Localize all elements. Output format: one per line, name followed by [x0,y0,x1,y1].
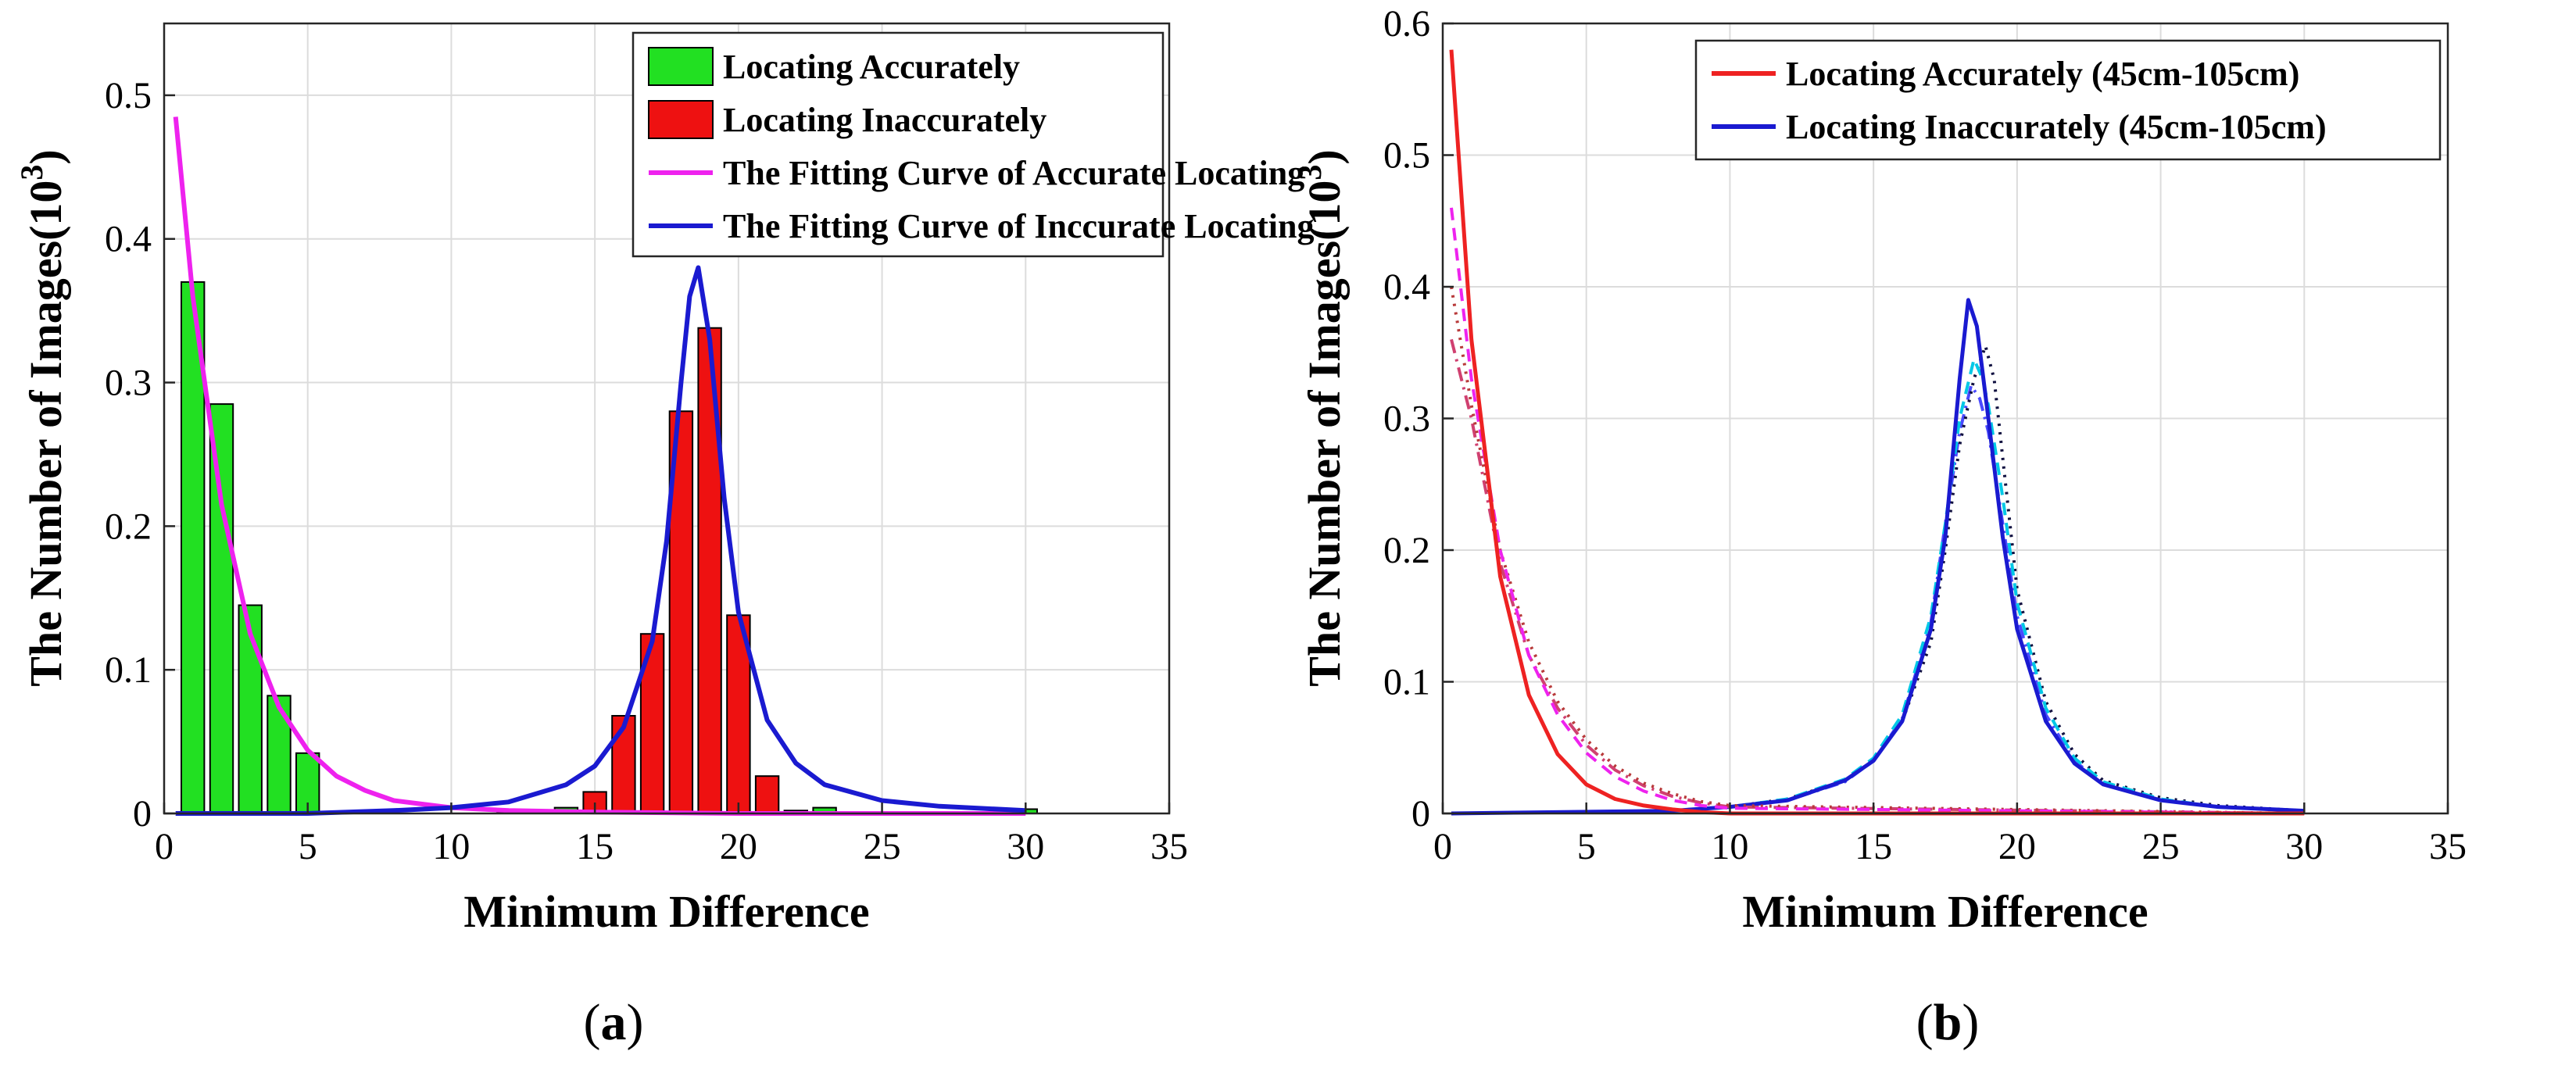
panel-a-legend-box [631,31,1165,258]
b-x-tick-label: 35 [2429,826,2467,867]
legend-swatch-locating-accurately [648,47,714,86]
b-y-tick-label: 0.5 [1383,135,1430,177]
b-x-tick-label: 0 [1433,826,1452,867]
panel-b-legend-box [1694,39,2442,161]
curve-the-fitting-curve-of-accurate-locating [173,116,1026,816]
bar-locating-inaccurately [754,775,780,815]
bar-locating-inaccurately [611,715,636,814]
b-x-tick-label: 15 [1855,826,1892,867]
legend-label-locating-inaccurately: Locating Inaccurately [723,101,1046,139]
bar-locating-accurately [267,695,292,814]
b-x-tick-label: 30 [2285,826,2323,867]
legend-label-inaccurate-fit: The Fitting Curve of Inccurate Locating [723,207,1314,245]
a-y-tick-label: 0.2 [105,506,152,547]
a-x-tick-label: 15 [576,826,614,867]
b-y-tick-label: 0.3 [1383,399,1430,440]
panel-a-tick-labels: 0 5 10 15 20 25 30 35 0 0.1 0.2 0.3 0.4 0.5 [105,75,1188,867]
panel-a-bars [181,281,1038,815]
curve-acc-b [1450,207,2305,815]
a-y-tick-label: 0.1 [105,649,152,691]
bar-locating-inaccurately [697,327,722,814]
panel-b-tick-labels: 0 5 10 15 20 25 30 35 0 0.1 0.2 0.3 0.4 0.5 0.6 [1383,3,2467,867]
panel-b: 0 5 10 15 20 25 30 35 0 0.1 0.2 0.3 0.4 0.5 0.6 Minimu… [1293,3,2467,1051]
a-x-tick-label: 20 [720,826,757,867]
b-y-tick-label: 0.1 [1383,662,1430,703]
a-x-tick-label: 5 [299,826,317,867]
curve-inacc-d [1451,384,2305,815]
a-x-tick-label: 0 [155,826,174,867]
panel-b-x-axis-label: Minimum Difference [1742,886,2148,937]
b-y-tick-label: 0.6 [1383,3,1430,45]
b-x-tick-label: 20 [1998,826,2036,867]
curve-inacc-a [1451,298,2305,816]
panel-a: 0 5 10 15 20 25 30 35 0 0.1 0.2 0.3 0.4 0.5 Minimum D… [14,22,1314,1051]
a-x-tick-label: 30 [1007,826,1044,867]
panel-a-x-axis-label: Minimum Difference [463,886,869,937]
a-y-tick-label: 0.5 [105,75,152,116]
panel-a-fitting-curves [173,116,1026,816]
a-y-tick-label: 0.3 [105,363,152,404]
panel-a-y-axis-label: The Number of Images(103) [14,149,71,687]
panel-b-y-axis-label: The Number of Images(103) [1293,149,1350,687]
panel-b-legend: Locating Accurately (45cm-105cm) Locatin… [1694,39,2442,161]
panel-b-curves [1449,49,2305,816]
legend-swatch-locating-inaccurately [648,100,714,139]
legend-label-locating-accurately: Locating Accurately [723,48,1020,86]
a-x-tick-label: 10 [432,826,470,867]
a-y-tick-label: 0.4 [105,219,152,260]
b-x-tick-label: 5 [1577,826,1596,867]
a-y-tick-label: 0 [133,793,152,835]
b-y-tick-label: 0 [1411,793,1430,835]
legend-label-accurate-fit: The Fitting Curve of Accurate Locating [723,154,1304,192]
panel-b-caption: (b) [1916,994,1980,1051]
b-y-tick-label: 0.2 [1383,530,1430,571]
panel-a-axes-box [163,22,1171,815]
curve-the-fitting-curve-of-inccurate-locating [175,265,1026,816]
panel-a-caption: (a) [584,994,644,1051]
b-y-tick-label: 0.4 [1383,266,1430,308]
b-x-tick-label: 25 [2142,826,2180,867]
legend-label-locating-accurately-45-105: Locating Accurately (45cm-105cm) [1786,55,2299,93]
bar-locating-accurately [209,403,234,814]
a-x-tick-label: 35 [1150,826,1188,867]
b-x-tick-label: 10 [1711,826,1748,867]
legend-label-locating-inaccurately-45-105: Locating Inaccurately (45cm-105cm) [1786,108,2327,146]
a-x-tick-label: 25 [864,826,901,867]
curve-acc-a [1449,49,2305,816]
panel-a-legend: Locating Accurately Locating Inaccuratel… [631,31,1314,258]
